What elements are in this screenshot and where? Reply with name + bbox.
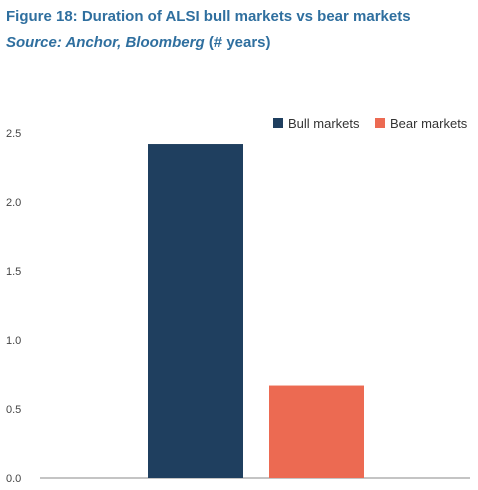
chart-subtitle: Source: Anchor, Bloomberg (# years) — [6, 34, 271, 51]
bear-markets-bar — [269, 385, 364, 478]
bull-legend-swatch — [273, 118, 283, 128]
unit-label: (# years) — [208, 34, 271, 51]
source-label: Source: Anchor, Bloomberg — [6, 34, 205, 51]
bear-legend-label: Bear markets — [390, 116, 468, 131]
y-tick-label: 0.0 — [6, 473, 21, 485]
y-tick-label: 0.5 — [6, 404, 21, 416]
y-tick-label: 1.0 — [6, 335, 21, 347]
bull-markets-bar — [148, 144, 243, 479]
bull-legend-label: Bull markets — [288, 116, 360, 131]
bear-legend-swatch — [375, 118, 385, 128]
y-tick-label: 2.5 — [6, 128, 21, 140]
chart-title: Figure 18: Duration of ALSI bull markets… — [6, 8, 411, 25]
y-tick-label: 1.5 — [6, 266, 21, 278]
y-tick-label: 2.0 — [6, 197, 21, 209]
